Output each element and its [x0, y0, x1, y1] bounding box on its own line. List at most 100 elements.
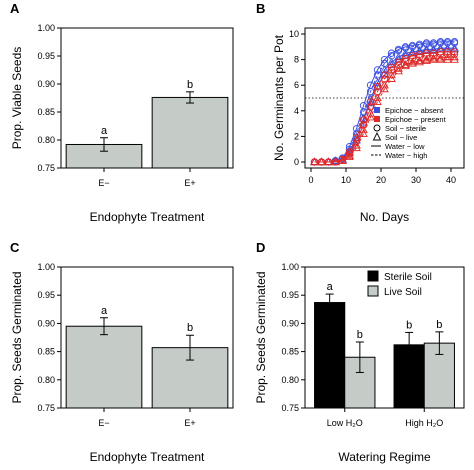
panel-c: Ca E− b E+ 0.75 0.80 0.85 0.90 0.95 1.00 Prop. See…: [10, 240, 234, 464]
data-point: [352, 135, 361, 144]
x-tick-label: 40: [446, 175, 456, 185]
y-tick-label: 1.00: [37, 23, 55, 33]
data-point: [450, 52, 459, 61]
y-tick-label: 0.75: [281, 403, 299, 413]
data-point: [436, 43, 445, 52]
data-point: [429, 53, 438, 62]
plot-frame: [60, 266, 234, 409]
data-point: [380, 84, 389, 93]
x-tick-label: Low H₂O: [327, 418, 363, 428]
data-point: [387, 66, 396, 74]
panel-b: B 0 2 4 6 8 10 0 10 20 30 40 No. Germinants per Pot N…: [256, 1, 465, 224]
x-tick-label: E−: [98, 178, 109, 188]
data-point: [443, 43, 452, 52]
data-point: [436, 55, 445, 63]
data-point: [415, 53, 424, 61]
significance-letter: b: [357, 329, 363, 341]
legend-label: Soil − live: [385, 133, 417, 142]
y-tick-label: 2: [294, 131, 299, 141]
legend-marker: [373, 124, 381, 132]
y-axis-label: No. Germinants per Pot: [272, 34, 286, 161]
y-tick-label: 1.00: [37, 262, 55, 272]
y-tick-label: 0.85: [281, 347, 299, 357]
data-point: [359, 121, 368, 129]
y-tick-label: 10: [289, 29, 299, 39]
panel-d: Da b Low H₂O b b High H₂O 0.75 0.80 0.85 0.90 0.95…: [254, 240, 465, 464]
y-tick-label: 0.90: [37, 318, 55, 328]
data-point: [317, 157, 326, 166]
data-point: [387, 70, 396, 79]
significance-letter: b: [406, 319, 412, 331]
legend-swatch: [374, 107, 380, 113]
data-point: [443, 55, 452, 63]
legend-label: Sterile Soil: [384, 272, 432, 283]
panel-a: Aa E− b E+ 0.75 0.80 0.85 0.90 0.95 1.00 Prop. Via…: [10, 1, 234, 224]
y-tick-label: 6: [294, 80, 299, 90]
significance-letter: a: [101, 125, 108, 137]
data-point: [422, 55, 431, 63]
data-point: [394, 66, 403, 75]
data-point: [324, 157, 333, 166]
y-tick-label: 1.00: [281, 262, 299, 272]
data-point: [394, 52, 403, 61]
x-axis-label: No. Days: [360, 210, 409, 224]
data-point: [443, 50, 452, 59]
x-tick-label: 0: [308, 175, 313, 185]
data-point: [366, 98, 375, 106]
data-point: [373, 78, 382, 86]
legend-label: Live Soil: [384, 287, 422, 298]
data-point: [415, 56, 424, 65]
legend-label: Epichoe − present: [385, 115, 447, 124]
legend-label: Epichoe − absent: [385, 106, 444, 115]
legend-swatch: [367, 285, 379, 297]
data-point: [359, 129, 368, 137]
data-point: [380, 65, 389, 73]
y-tick-label: 0: [294, 157, 299, 167]
y-tick-label: 0.90: [37, 79, 55, 89]
data-point: [345, 151, 354, 159]
data-point: [408, 58, 417, 67]
significance-letter: a: [327, 281, 334, 293]
panel-letter: B: [256, 1, 265, 16]
bar: [65, 325, 143, 409]
plot-frame: [304, 266, 465, 409]
data-point: [408, 47, 417, 56]
series-line: [314, 54, 455, 163]
y-axis-label: Prop. Seeds Germinated: [254, 271, 268, 403]
data-point: [366, 112, 375, 121]
data-point: [401, 60, 410, 68]
data-point: [310, 157, 319, 166]
y-tick-label: 0.95: [37, 51, 55, 61]
data-point: [408, 57, 417, 66]
legend: Sterile Soil Live Soil: [367, 270, 432, 298]
data-point: [331, 157, 340, 166]
panel-letter: C: [10, 240, 20, 255]
y-tick-label: 0.75: [37, 163, 55, 173]
significance-letter: b: [187, 79, 193, 91]
legend-label: Soil − sterile: [385, 124, 426, 133]
y-axis-label: Prop. Viable Seeds: [10, 47, 24, 150]
legend-marker: [372, 131, 382, 141]
data-point: [338, 156, 347, 164]
series-line: [314, 42, 455, 163]
data-point: [422, 52, 431, 60]
data-point: [450, 55, 459, 63]
legend-label: Water − high: [385, 151, 427, 160]
bar: [314, 302, 346, 409]
data-point: [380, 80, 389, 89]
data-point: [387, 74, 396, 82]
data-point: [401, 61, 410, 70]
y-tick-label: 0.80: [37, 375, 55, 385]
data-point: [373, 81, 382, 90]
y-tick-label: 4: [294, 106, 299, 116]
data-point: [331, 156, 340, 164]
data-point: [429, 55, 438, 63]
y-tick-label: 0.85: [37, 347, 55, 357]
significance-letter: a: [101, 305, 108, 317]
legend-label: Water − low: [385, 142, 425, 151]
panel-letter: A: [10, 1, 20, 16]
data-point: [415, 46, 424, 54]
significance-letter: b: [436, 319, 442, 331]
